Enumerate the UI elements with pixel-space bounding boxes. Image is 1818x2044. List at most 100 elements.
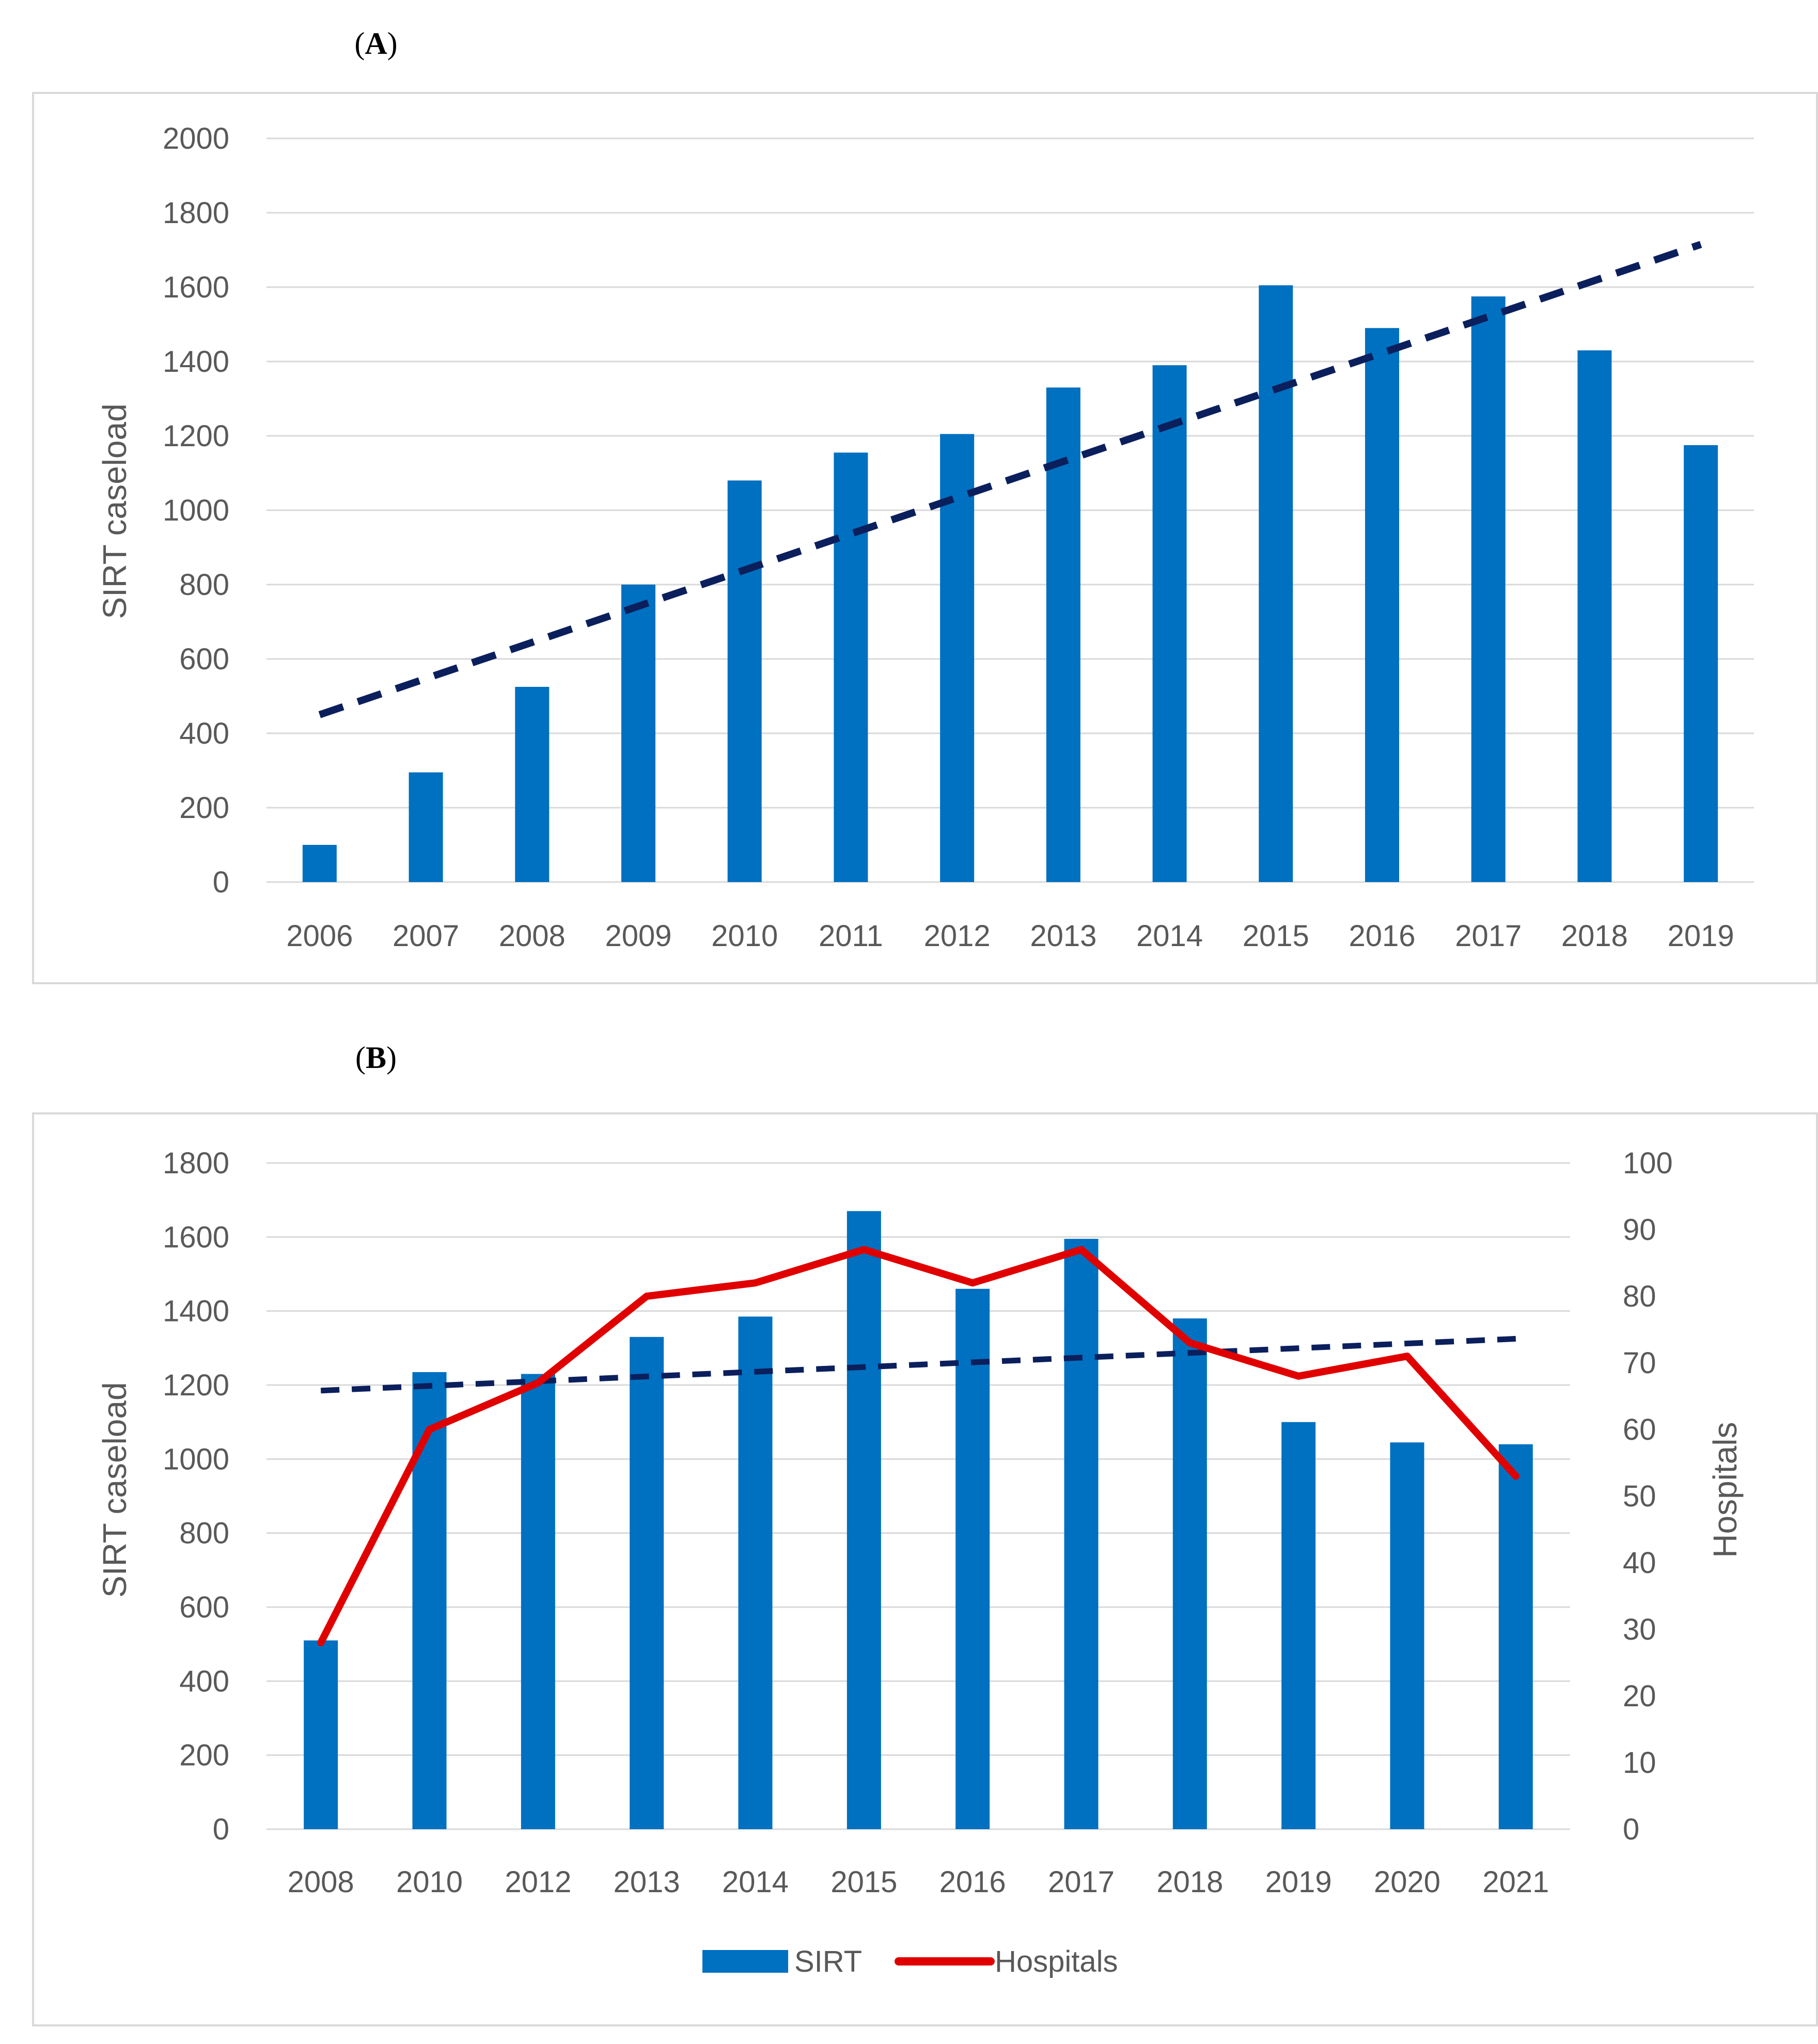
chart-a-trendline-path — [318, 241, 1702, 718]
chart-b-legend: SIRT Hospitals — [702, 1945, 1118, 1978]
chart-b-trendline-path — [320, 1335, 1516, 1394]
chart-a-bar — [515, 687, 550, 882]
chart-b-x-tick-label: 2014 — [722, 1865, 789, 1899]
chart-b-y-tick-label: 1800 — [163, 1146, 229, 1180]
chart-b-y-tick-label: 800 — [179, 1517, 229, 1550]
chart-b-bar — [521, 1374, 555, 1829]
chart-b-y2-tick-label: 0 — [1623, 1813, 1639, 1846]
chart-b-y-tick-label: 200 — [179, 1739, 229, 1772]
chart-b-y2-tick-label: 100 — [1623, 1146, 1673, 1180]
chart-b-y2-axis-title: Hospitals — [1706, 1422, 1744, 1558]
chart-a-bars — [302, 285, 1718, 883]
chart-b-hospitals-polyline — [317, 1246, 1519, 1646]
chart-b-y-tick-label: 600 — [179, 1591, 229, 1624]
chart-a-x-tick-label: 2011 — [819, 919, 883, 953]
chart-b-bar — [1064, 1238, 1099, 1829]
chart-a-x-tick-label: 2010 — [711, 919, 778, 953]
chart-a-x-tick-label: 2017 — [1455, 919, 1522, 953]
chart-b-frame — [32, 1112, 1818, 2026]
chart-b-y2-tick-label: 10 — [1623, 1746, 1656, 1780]
chart-a-y-tick-label: 200 — [179, 791, 229, 825]
chart-b-y2-tick-label: 80 — [1623, 1280, 1656, 1313]
chart-a-bar — [1365, 328, 1399, 883]
chart-b-trendline — [320, 1335, 1516, 1394]
chart-a-y-tick-label: 1600 — [163, 271, 229, 304]
chart-a: 0 200 400 600 800 1000 1200 1400 1600 1800 2000 20… — [96, 122, 1754, 953]
chart-b-x-tick-label: 2013 — [614, 1865, 680, 1899]
chart-a-bar — [727, 480, 762, 882]
chart-a-bar — [409, 772, 443, 882]
panel-b-letter: B — [366, 1041, 386, 1075]
chart-b-x-tick-label: 2012 — [505, 1865, 571, 1899]
chart-b-bar — [1390, 1442, 1424, 1829]
chart-a-gridlines — [267, 137, 1754, 883]
chart-a-bar — [1471, 296, 1506, 882]
chart-a-x-tick-label: 2019 — [1668, 919, 1734, 953]
chart-a-y-tick-label: 400 — [179, 717, 229, 750]
chart-a-x-tick-label: 2013 — [1030, 919, 1096, 953]
chart-b-y-tick-label: 1400 — [163, 1295, 229, 1328]
chart-a-x-tick-labels: 2006 2007 2008 2009 2010 2011 2012 2013 2014 2015… — [286, 919, 1734, 953]
chart-a-x-tick-label: 2008 — [499, 919, 566, 953]
chart-b-bar — [412, 1372, 447, 1829]
chart-b-y2-tick-label: 90 — [1623, 1213, 1656, 1247]
chart-a-bar — [1577, 350, 1612, 882]
chart-a-y-tick-label: 800 — [179, 568, 229, 602]
chart-b-bar — [1498, 1444, 1533, 1829]
panel-a-letter: A — [365, 26, 387, 60]
chart-b-y2-tick-label: 20 — [1623, 1679, 1656, 1713]
chart-a-y-tick-label: 0 — [213, 866, 229, 899]
chart-b-bar — [1281, 1422, 1316, 1829]
chart-b-y2-tick-label: 70 — [1623, 1346, 1656, 1380]
chart-b-y2-tick-label: 40 — [1623, 1546, 1656, 1580]
chart-a-bar — [1684, 445, 1718, 882]
chart-b: 0 200 400 600 800 1000 1200 1400 1600 1800 0 10 20 3… — [96, 1146, 1744, 1978]
chart-b-x-tick-label: 2008 — [288, 1865, 354, 1899]
panel-b-label: (B) — [355, 1041, 397, 1075]
legend-swatch-sirt — [702, 1950, 788, 1973]
chart-b-bar — [738, 1316, 773, 1829]
chart-a-y-tick-label: 1800 — [163, 196, 229, 230]
chart-a-bar — [1259, 285, 1293, 882]
chart-b-x-tick-label: 2021 — [1482, 1865, 1549, 1899]
chart-a-x-tick-label: 2007 — [393, 919, 459, 953]
chart-b-y-tick-label: 400 — [179, 1664, 229, 1698]
chart-a-bar — [1152, 365, 1187, 882]
chart-a-y-tick-label: 600 — [179, 642, 229, 676]
chart-b-bar — [955, 1288, 990, 1829]
chart-b-y-axis-title: SIRT caseload — [96, 1382, 133, 1597]
chart-b-y2-tick-label: 50 — [1623, 1480, 1656, 1513]
chart-b-x-tick-label: 2010 — [396, 1865, 463, 1899]
chart-a-y-tick-labels: 0 200 400 600 800 1000 1200 1400 1600 1800 2000 — [163, 122, 229, 899]
chart-b-y2-tick-label: 60 — [1623, 1413, 1656, 1446]
chart-b-y-tick-label: 1000 — [163, 1442, 229, 1476]
chart-b-hospitals-line — [317, 1246, 1519, 1646]
chart-a-x-tick-label: 2012 — [924, 919, 991, 953]
chart-a-frame — [32, 92, 1818, 984]
chart-b-y-tick-label: 0 — [213, 1813, 229, 1846]
chart-b-bar — [304, 1640, 338, 1829]
chart-b-x-tick-label: 2018 — [1156, 1865, 1223, 1899]
chart-b-bar — [630, 1337, 664, 1829]
chart-b-x-tick-label: 2017 — [1048, 1865, 1115, 1899]
chart-b-x-tick-labels: 2008 2010 2012 2013 2014 2015 2016 2017 2018 2019… — [288, 1865, 1549, 1899]
chart-a-bar — [940, 434, 975, 882]
chart-a-y-axis-title: SIRT caseload — [96, 403, 133, 619]
chart-b-y2-tick-labels: 0 10 20 30 40 50 60 70 80 90 100 — [1623, 1146, 1673, 1846]
chart-a-x-tick-label: 2016 — [1349, 919, 1415, 953]
legend-label-hospitals: Hospitals — [995, 1945, 1118, 1978]
chart-a-x-tick-label: 2018 — [1561, 919, 1628, 953]
chart-b-bars — [304, 1211, 1533, 1829]
chart-a-y-tick-label: 2000 — [163, 122, 229, 155]
chart-a-y-tick-label: 1000 — [163, 494, 229, 527]
chart-b-x-tick-label: 2019 — [1265, 1865, 1332, 1899]
chart-a-trendline — [318, 241, 1702, 718]
chart-b-y2-tick-label: 30 — [1623, 1613, 1656, 1646]
chart-a-x-tick-label: 2015 — [1243, 919, 1309, 953]
chart-a-x-tick-label: 2014 — [1136, 919, 1203, 953]
chart-a-bar — [834, 452, 868, 882]
chart-a-bar — [621, 585, 655, 882]
chart-b-gridlines — [267, 1162, 1570, 1830]
chart-b-x-tick-label: 2015 — [830, 1865, 897, 1899]
